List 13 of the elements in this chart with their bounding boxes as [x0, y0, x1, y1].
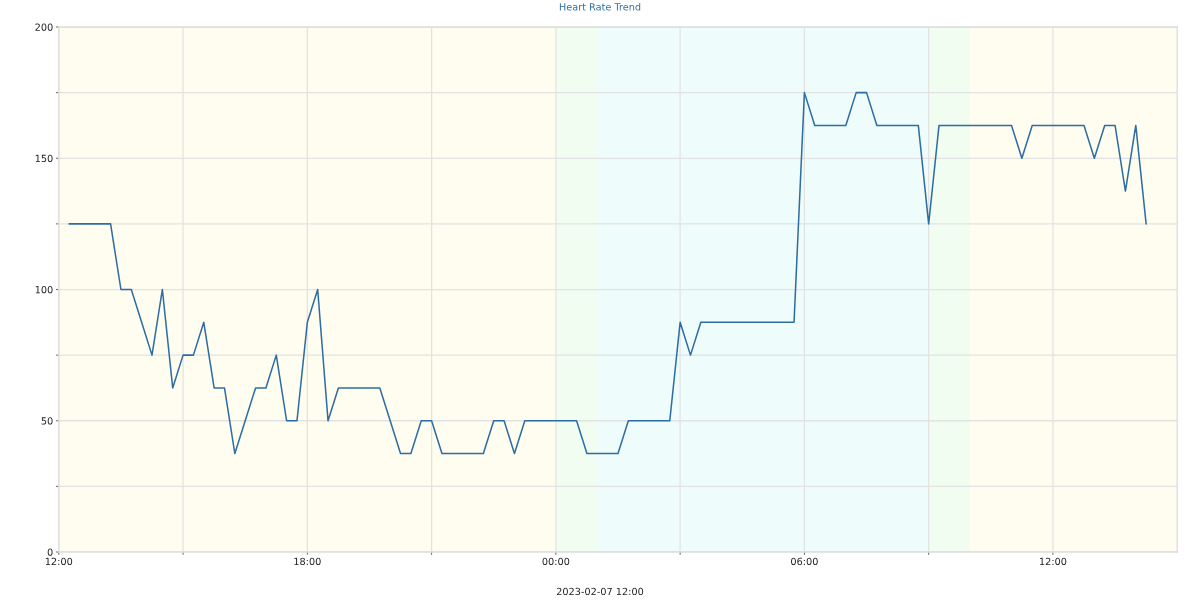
line-series [68, 91, 1147, 455]
y-tick-label: 150 [35, 154, 53, 163]
y-tick-label: 200 [35, 23, 53, 31]
x-tick-label: 18:00 [294, 557, 321, 566]
x-tick-label: 06:00 [791, 557, 818, 566]
x-tick-label: 12:00 [1039, 557, 1067, 566]
y-tick-label: 0 [47, 548, 53, 556]
y-tick-label: 50 [41, 417, 53, 425]
x-axis-title: 2023-02-07 12:00 [556, 587, 644, 596]
x-tick-label: 12:00 [45, 557, 73, 566]
chart-title: Heart Rate Trend [559, 3, 641, 11]
y-tick-label: 100 [35, 285, 53, 294]
x-tick-label: 00:00 [542, 557, 570, 566]
